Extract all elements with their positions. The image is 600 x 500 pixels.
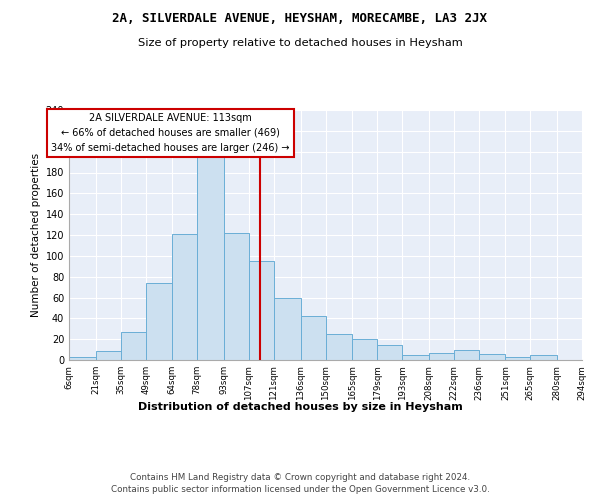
Text: 2A SILVERDALE AVENUE: 113sqm
← 66% of detached houses are smaller (469)
34% of s: 2A SILVERDALE AVENUE: 113sqm ← 66% of de… bbox=[51, 113, 290, 152]
Bar bbox=[325, 334, 352, 360]
Bar bbox=[402, 355, 429, 360]
Bar bbox=[377, 346, 402, 360]
Text: Contains HM Land Registry data © Crown copyright and database right 2024.
Contai: Contains HM Land Registry data © Crown c… bbox=[110, 472, 490, 494]
Bar bbox=[197, 154, 224, 360]
Bar bbox=[301, 316, 325, 360]
Text: Size of property relative to detached houses in Heysham: Size of property relative to detached ho… bbox=[137, 38, 463, 48]
Bar bbox=[479, 354, 505, 360]
Bar bbox=[121, 332, 146, 360]
Bar bbox=[146, 283, 172, 360]
Bar bbox=[96, 350, 121, 360]
Bar bbox=[530, 355, 557, 360]
Y-axis label: Number of detached properties: Number of detached properties bbox=[31, 153, 41, 317]
Bar bbox=[69, 357, 96, 360]
Bar bbox=[249, 261, 274, 360]
Bar bbox=[224, 233, 249, 360]
Bar bbox=[274, 298, 301, 360]
Bar bbox=[454, 350, 479, 360]
Bar bbox=[505, 357, 530, 360]
Bar bbox=[352, 339, 377, 360]
Bar bbox=[172, 234, 197, 360]
Text: 2A, SILVERDALE AVENUE, HEYSHAM, MORECAMBE, LA3 2JX: 2A, SILVERDALE AVENUE, HEYSHAM, MORECAMB… bbox=[113, 12, 487, 26]
Bar bbox=[429, 352, 454, 360]
Text: Distribution of detached houses by size in Heysham: Distribution of detached houses by size … bbox=[137, 402, 463, 412]
